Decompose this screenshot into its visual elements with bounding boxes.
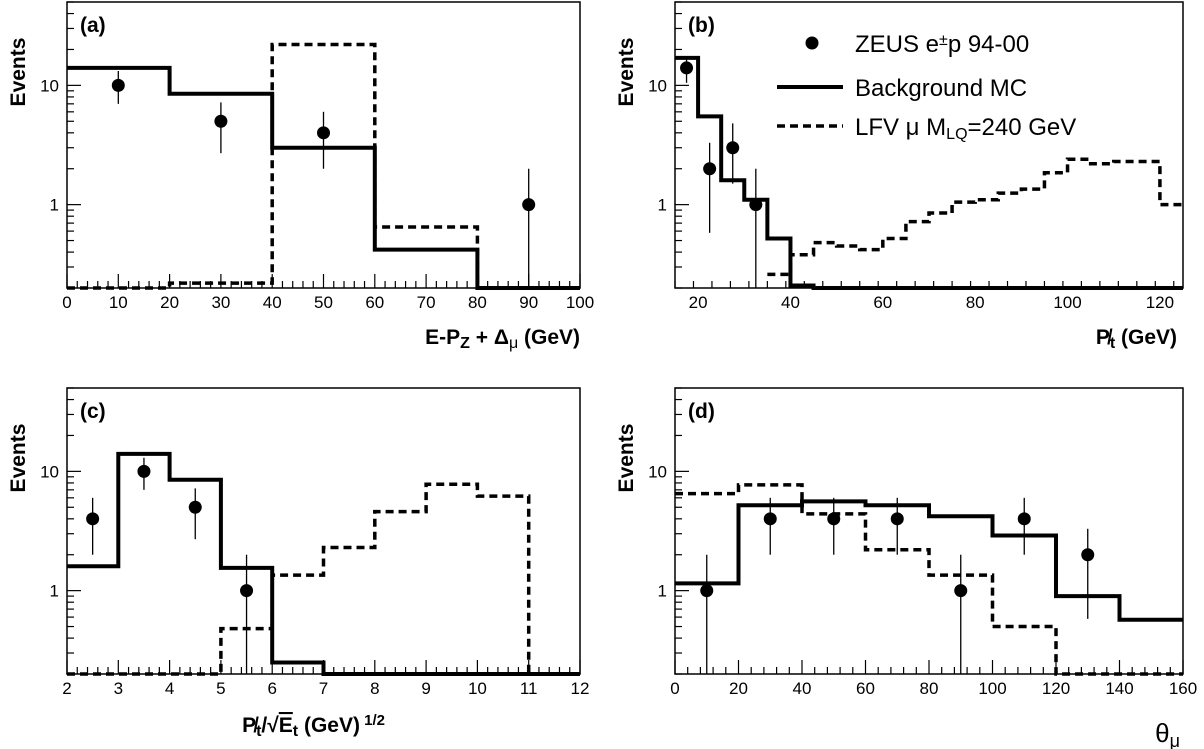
plot-frame bbox=[66, 387, 581, 675]
panel-label: (b) bbox=[688, 14, 715, 37]
x-tick-label: 100 bbox=[1053, 293, 1081, 312]
x-tick-label: 60 bbox=[365, 293, 384, 312]
x-tick-label: 10 bbox=[109, 293, 128, 312]
x-tick-label: 0 bbox=[62, 293, 71, 312]
x-tick-label: 160 bbox=[1169, 679, 1197, 698]
lfv-signal-histogram bbox=[767, 157, 1183, 277]
legend: ZEUS e±p 94-00 Background MC LFV μ MLQ=240… bbox=[777, 31, 1076, 143]
chart-panel: 2 3 4 5 6 7 8 9 10 11 12 1 10 (c) Events bbox=[7, 387, 590, 698]
x-tick-label: 40 bbox=[793, 679, 812, 698]
x-axis-title: P̸t (GeV) bbox=[1096, 326, 1177, 352]
y-axis-title: Events bbox=[615, 38, 638, 107]
x-axis-title: P̸t/√Et (GeV) 1/2 bbox=[242, 712, 385, 740]
x-tick-label: 12 bbox=[571, 679, 590, 698]
y-tick-label: 1 bbox=[50, 582, 59, 601]
data-point bbox=[317, 126, 330, 140]
lfv-signal-histogram bbox=[67, 482, 580, 676]
x-tick-label: 5 bbox=[216, 679, 225, 698]
panel-label: (a) bbox=[80, 14, 106, 37]
data-point bbox=[86, 512, 100, 526]
x-tick-label: 20 bbox=[160, 293, 179, 312]
x-tick-label: 4 bbox=[165, 679, 174, 698]
data-point bbox=[827, 512, 841, 526]
x-axis-title: E-PZ + Δμ (GeV) bbox=[425, 326, 580, 352]
x-tick-label: 80 bbox=[468, 293, 487, 312]
x-tick-label: 11 bbox=[520, 679, 538, 698]
data-point bbox=[726, 141, 740, 155]
legend-label: Background MC bbox=[855, 75, 1027, 102]
y-tick-label: 1 bbox=[658, 582, 667, 601]
data-point bbox=[954, 584, 968, 598]
x-tick-label: 3 bbox=[114, 679, 123, 698]
chart-panel: 20 40 60 80 100 120 1 10 (b) Events bbox=[615, 1, 1184, 312]
data-point bbox=[111, 78, 125, 92]
chart-panel: 0 20 40 60 80 100 120 140 160 1 10 (d) Events bbox=[615, 387, 1197, 698]
x-tick-label: 90 bbox=[519, 293, 538, 312]
x-tick-label: 100 bbox=[978, 679, 1006, 698]
y-tick-label: 1 bbox=[50, 196, 59, 215]
data-point bbox=[763, 512, 777, 526]
y-axis-title: Events bbox=[615, 424, 638, 493]
x-tick-label: 80 bbox=[920, 679, 939, 698]
x-tick-label: 140 bbox=[1105, 679, 1133, 698]
lfv-signal-histogram bbox=[67, 42, 580, 290]
data-point bbox=[188, 500, 202, 514]
x-tick-label: 0 bbox=[670, 679, 679, 698]
x-tick-label: 70 bbox=[417, 293, 436, 312]
y-tick-label: 10 bbox=[648, 76, 667, 95]
plot-frame bbox=[674, 387, 1184, 675]
data-point bbox=[890, 512, 904, 526]
data-point bbox=[214, 114, 228, 128]
x-axis-title: θμ bbox=[1155, 718, 1180, 749]
background-mc-histogram bbox=[67, 451, 580, 677]
x-tick-label: 50 bbox=[314, 293, 333, 312]
x-tick-label: 80 bbox=[966, 293, 985, 312]
background-mc-histogram bbox=[67, 65, 580, 291]
data-point bbox=[700, 584, 714, 598]
x-tick-label: 60 bbox=[873, 293, 892, 312]
x-tick-label: 8 bbox=[370, 679, 379, 698]
x-tick-label: 120 bbox=[1042, 679, 1070, 698]
x-tick-label: 100 bbox=[566, 293, 594, 312]
legend-label: LFV μ MLQ=240 GeV bbox=[855, 114, 1076, 143]
x-tick-label: 20 bbox=[689, 293, 708, 312]
y-axis-title: Events bbox=[7, 38, 30, 107]
data-point bbox=[680, 61, 694, 75]
data-point bbox=[137, 464, 151, 478]
x-tick-label: 6 bbox=[267, 679, 276, 698]
data-point bbox=[749, 198, 763, 212]
y-tick-label: 10 bbox=[40, 462, 59, 481]
x-tick-label: 120 bbox=[1146, 293, 1174, 312]
x-tick-label: 2 bbox=[62, 679, 71, 698]
panel-label: (c) bbox=[80, 400, 106, 423]
data-point bbox=[240, 584, 254, 598]
x-tick-label: 9 bbox=[421, 679, 430, 698]
x-tick-label: 60 bbox=[856, 679, 875, 698]
panel-label: (d) bbox=[688, 400, 715, 423]
x-tick-label: 7 bbox=[319, 679, 328, 698]
x-tick-label: 40 bbox=[781, 293, 800, 312]
lfv-signal-histogram bbox=[675, 483, 1183, 676]
y-axis-title: Events bbox=[7, 424, 30, 493]
legend-label: ZEUS e±p 94-00 bbox=[855, 31, 1029, 58]
data-point bbox=[1081, 548, 1095, 562]
y-tick-label: 10 bbox=[648, 462, 667, 481]
legend-marker-points bbox=[805, 36, 819, 50]
y-tick-label: 1 bbox=[658, 196, 667, 215]
x-tick-label: 30 bbox=[211, 293, 230, 312]
x-tick-label: 10 bbox=[468, 679, 487, 698]
data-point bbox=[703, 162, 717, 176]
data-point bbox=[522, 198, 536, 212]
data-point bbox=[1017, 512, 1031, 526]
x-tick-label: 40 bbox=[263, 293, 282, 312]
y-tick-label: 10 bbox=[40, 76, 59, 95]
x-tick-label: 20 bbox=[729, 679, 748, 698]
